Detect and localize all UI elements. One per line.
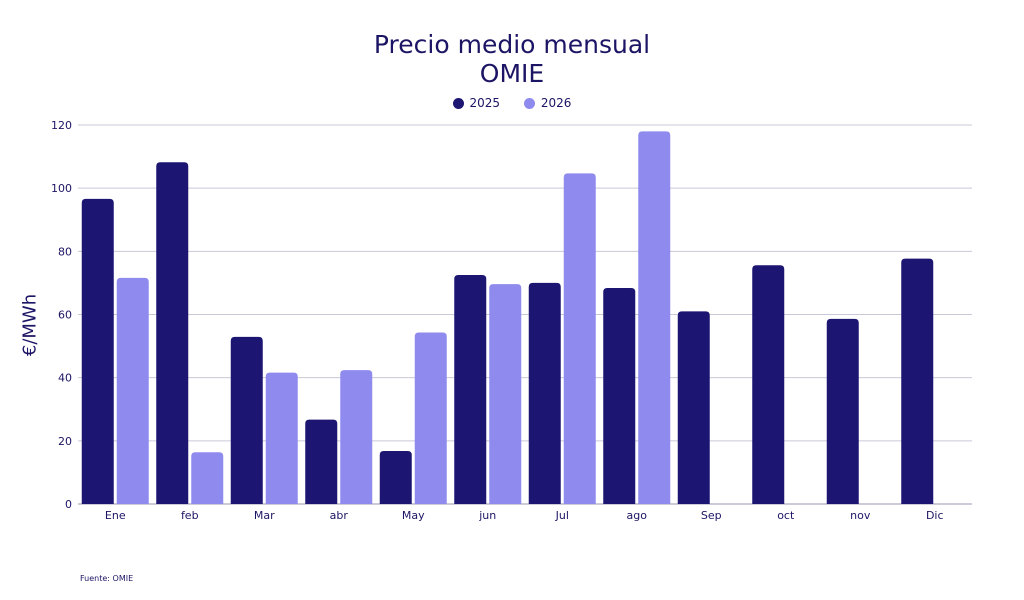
y-tick-label-20: 20: [58, 435, 72, 448]
bar-2025-jun[interactable]: [454, 275, 487, 504]
bar-2026-Jul[interactable]: [563, 173, 596, 504]
legend-item-2026[interactable]: 2026: [523, 96, 572, 110]
y-tick-label-100: 100: [51, 182, 72, 195]
y-tick-label-60: 60: [58, 309, 72, 322]
bars: [81, 131, 934, 505]
x-tick-label-abr: abr: [330, 509, 349, 522]
bar-2026-Mar[interactable]: [265, 372, 298, 504]
x-tick-label-feb: feb: [181, 509, 199, 522]
legend-label-2025: 2025: [469, 96, 501, 110]
legend: 2025 2026: [0, 96, 1024, 112]
chart-title: Precio medio mensual OMIE: [0, 30, 1024, 88]
bar-2025-Ene[interactable]: [81, 198, 114, 504]
legend-swatch-2025: [452, 97, 464, 109]
bar-2026-abr[interactable]: [340, 370, 373, 504]
x-tick-label-Mar: Mar: [254, 509, 275, 522]
bar-2025-Jul[interactable]: [528, 282, 561, 504]
legend-label-2026: 2026: [540, 96, 572, 110]
bar-2025-Dic[interactable]: [901, 258, 934, 504]
x-tick-label-May: May: [402, 509, 425, 522]
bar-2025-Sep[interactable]: [677, 311, 710, 504]
bar-2026-feb[interactable]: [191, 452, 224, 504]
x-tick-label-Dic: Dic: [926, 509, 944, 522]
legend-swatch-2026: [523, 97, 535, 109]
bar-2026-Ene[interactable]: [116, 277, 149, 504]
x-tick-label-Jul: Jul: [555, 509, 569, 522]
bar-2026-jun[interactable]: [489, 284, 522, 504]
bar-2025-ago[interactable]: [603, 287, 636, 504]
x-tick-label-jun: jun: [478, 509, 496, 522]
bar-2025-oct[interactable]: [752, 265, 785, 504]
bar-2025-May[interactable]: [379, 450, 412, 504]
bar-2025-nov[interactable]: [826, 318, 859, 504]
y-tick-label-120: 120: [51, 119, 72, 132]
bar-2026-ago[interactable]: [638, 131, 671, 505]
x-tick-labels: Ene feb Mar abr May jun Jul ago Sep oct nov Dic: [105, 509, 944, 522]
chart-title-line-1: Precio medio mensual: [373, 30, 651, 59]
legend-item-2025[interactable]: 2025: [452, 96, 501, 110]
chart-title-line-2: OMIE: [479, 59, 545, 88]
y-tick-labels: 0 20 40 60 80 100 120: [51, 119, 72, 511]
bar-2025-feb[interactable]: [156, 162, 189, 505]
y-tick-label-0: 0: [65, 498, 72, 511]
bar-2025-Mar[interactable]: [230, 336, 263, 504]
x-tick-label-Ene: Ene: [105, 509, 126, 522]
bar-2025-abr[interactable]: [305, 419, 338, 504]
bar-2026-May[interactable]: [414, 332, 447, 504]
x-tick-label-ago: ago: [627, 509, 648, 522]
source-note: Fuente: OMIE: [80, 574, 134, 583]
grid-lines: [78, 124, 972, 505]
y-tick-label-80: 80: [58, 245, 72, 258]
x-tick-label-Sep: Sep: [701, 509, 722, 522]
x-tick-label-nov: nov: [850, 509, 871, 522]
y-tick-label-40: 40: [58, 372, 72, 385]
x-tick-label-oct: oct: [777, 509, 795, 522]
